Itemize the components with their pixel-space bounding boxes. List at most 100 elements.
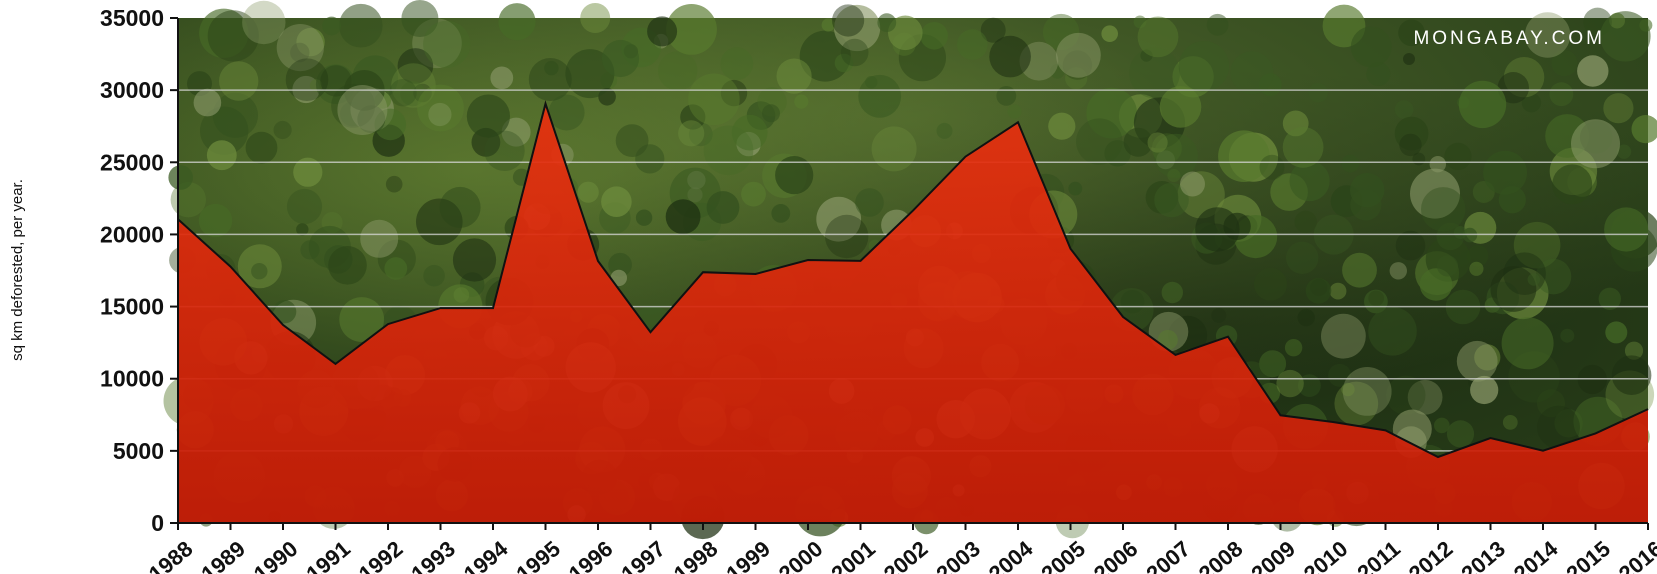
canopy-blob <box>688 74 740 126</box>
canopy-blob <box>322 17 341 36</box>
x-tick-label: 2003 <box>931 536 985 574</box>
y-tick-label: 20000 <box>100 221 164 247</box>
x-tick-label: 1996 <box>564 536 618 574</box>
y-tick-label: 35000 <box>100 5 164 31</box>
x-tick-label: 2007 <box>1141 536 1195 574</box>
canopy-blob <box>825 215 868 258</box>
canopy-blob <box>453 238 496 281</box>
x-tick-label: 2002 <box>879 536 933 574</box>
x-tick-label: 1997 <box>616 536 670 574</box>
canopy-blob <box>1341 155 1359 173</box>
x-tick-label: 1999 <box>721 536 775 574</box>
canopy-blob <box>636 210 652 226</box>
canopy-blob <box>647 16 677 46</box>
canopy-blob <box>841 39 869 67</box>
canopy-blob <box>1503 252 1546 295</box>
x-tick-label: 1989 <box>196 536 250 574</box>
canopy-blob <box>989 36 1031 78</box>
canopy-blob <box>1399 134 1421 156</box>
canopy-blob <box>762 104 780 122</box>
canopy-blob <box>1437 255 1458 276</box>
canopy-blob <box>1211 308 1226 323</box>
canopy-blob <box>1386 376 1425 415</box>
x-tick-label: 2004 <box>984 535 1038 574</box>
x-tick-label: 2013 <box>1456 536 1510 574</box>
canopy-blob <box>1290 161 1330 201</box>
canopy-blob <box>1285 339 1302 356</box>
canopy-blob <box>1308 83 1327 102</box>
canopy-blob <box>858 75 901 118</box>
y-tick-label: 15000 <box>100 294 164 320</box>
canopy-blob <box>423 265 445 287</box>
canopy-blob <box>251 263 267 279</box>
canopy-blob <box>199 204 232 237</box>
canopy-blob <box>1600 11 1650 61</box>
x-tick-labels: 1988198919901991199219931994199519961997… <box>144 523 1657 574</box>
canopy-blob <box>1207 14 1229 36</box>
canopy-blob <box>872 126 917 171</box>
canopy-blob <box>1076 118 1122 164</box>
canopy-blob <box>1330 283 1347 300</box>
canopy-blob <box>274 121 292 139</box>
canopy-blob <box>1434 418 1450 434</box>
x-tick-label: 1992 <box>354 536 408 574</box>
canopy-blob <box>219 61 258 100</box>
y-axis-label: sq km deforested, per year. <box>9 179 26 361</box>
canopy-blob <box>423 21 470 68</box>
canopy-blob <box>1444 143 1471 170</box>
canopy-blob <box>389 79 416 106</box>
canopy-blob <box>777 59 812 94</box>
canopy-blob <box>467 95 510 138</box>
canopy-blob <box>1138 17 1179 58</box>
canopy-blob <box>207 140 237 170</box>
canopy-blob <box>287 189 322 224</box>
x-tick-label: 1998 <box>669 536 723 574</box>
x-tick-label: 1993 <box>406 536 460 574</box>
canopy-blob <box>1459 81 1506 128</box>
y-tick-label: 10000 <box>100 366 164 392</box>
x-tick-label: 1991 <box>301 536 355 574</box>
canopy-blob <box>1342 253 1377 288</box>
y-tick-label: 30000 <box>100 77 164 103</box>
canopy-blob <box>666 199 701 234</box>
canopy-blob <box>1048 113 1075 140</box>
canopy-blob <box>1260 155 1285 180</box>
canopy-blob <box>771 204 790 223</box>
canopy-blob <box>440 187 481 228</box>
x-tick-label: 2000 <box>774 536 828 574</box>
canopy-blob <box>877 13 896 32</box>
canopy-blob <box>1167 169 1180 182</box>
canopy-blob <box>339 4 383 48</box>
canopy-blob <box>360 220 398 258</box>
canopy-blob <box>490 67 513 90</box>
canopy-blob <box>635 144 664 173</box>
x-tick-label: 2011 <box>1352 536 1405 574</box>
x-tick-label: 1990 <box>249 536 303 574</box>
canopy-blob <box>1390 262 1407 279</box>
canopy-blob <box>578 182 599 203</box>
canopy-blob <box>1577 55 1608 86</box>
canopy-blob <box>1368 307 1417 356</box>
canopy-blob <box>384 257 407 280</box>
x-tick-label: 2001 <box>826 536 880 574</box>
canopy-blob <box>601 186 632 217</box>
canopy-blob <box>328 246 367 285</box>
canopy-blob <box>1298 309 1315 326</box>
x-tick-label: 1988 <box>144 536 198 574</box>
canopy-blob <box>1368 291 1384 307</box>
canopy-blob <box>1403 53 1415 65</box>
canopy-blob <box>580 3 610 33</box>
canopy-blob <box>1503 415 1518 430</box>
y-tick-label: 25000 <box>100 149 164 175</box>
canopy-blob <box>1295 211 1317 233</box>
canopy-blob <box>678 120 704 146</box>
canopy-blob <box>1179 41 1229 91</box>
canopy-blob <box>1230 51 1273 94</box>
canopy-blob <box>1341 383 1354 396</box>
canopy-blob <box>1605 321 1627 343</box>
canopy-blob <box>920 22 948 50</box>
canopy-blob <box>1578 365 1607 394</box>
x-tick-label: 2016 <box>1614 536 1657 574</box>
canopy-blob <box>1604 207 1648 251</box>
